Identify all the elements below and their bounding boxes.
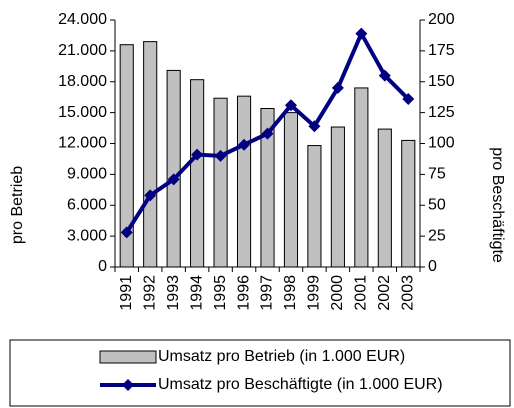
x-tick-label: 1996 xyxy=(235,275,252,311)
legend-marker xyxy=(122,379,134,391)
legend-swatch xyxy=(99,350,157,364)
bar xyxy=(190,79,205,268)
bar xyxy=(354,87,369,268)
y2-tick-label: 150 xyxy=(428,73,455,90)
line-marker xyxy=(355,27,368,40)
y2-tick-label: 175 xyxy=(428,42,455,59)
bar xyxy=(307,145,322,268)
bar xyxy=(213,97,228,268)
y-tick-label: 9.000 xyxy=(67,166,107,183)
x-tick-label: 1992 xyxy=(141,275,158,311)
x-tick-label: 1998 xyxy=(282,275,299,311)
x-tick-label: 1993 xyxy=(165,275,182,311)
y2-tick-label: 50 xyxy=(428,196,446,213)
bar xyxy=(377,128,392,268)
line-marker xyxy=(191,148,204,161)
y2-tick-label: 25 xyxy=(428,227,446,244)
line-marker xyxy=(308,120,321,133)
bar xyxy=(260,108,275,268)
legend-box xyxy=(9,339,511,407)
y-tick-label: 0 xyxy=(98,258,107,275)
bar xyxy=(401,139,416,268)
line-marker xyxy=(238,138,251,151)
x-tick-label: 2000 xyxy=(329,275,346,311)
y2-axis-title: pro Beschäftigte xyxy=(489,147,506,263)
legend-label: Umsatz pro Beschäftigte (in 1.000 EUR) xyxy=(158,376,443,393)
y-axis-title: pro Betrieb xyxy=(9,166,26,244)
y-tick-label: 18.000 xyxy=(58,73,107,90)
y-tick-label: 24.000 xyxy=(58,11,107,28)
y-tick-label: 12.000 xyxy=(58,135,107,152)
bar xyxy=(119,44,134,268)
line-marker xyxy=(284,99,297,112)
x-tick-label: 2002 xyxy=(376,275,393,311)
y-tick-label: 21.000 xyxy=(58,42,107,59)
bar xyxy=(166,69,181,268)
x-tick-label: 1997 xyxy=(259,275,276,311)
y2-tick-label: 75 xyxy=(428,166,446,183)
line-marker xyxy=(144,189,157,202)
x-tick-label: 1995 xyxy=(212,275,229,311)
line-marker xyxy=(167,173,180,186)
y2-tick-label: 100 xyxy=(428,135,455,152)
bar xyxy=(236,95,252,268)
y2-tick-label: 200 xyxy=(428,11,455,28)
y-tick-label: 15.000 xyxy=(58,104,107,121)
line-marker xyxy=(331,81,344,94)
line-marker xyxy=(120,226,133,239)
y-tick-label: 3.000 xyxy=(67,227,107,244)
x-tick-label: 1994 xyxy=(188,275,205,311)
x-tick-label: 1999 xyxy=(306,275,323,311)
bar xyxy=(330,126,345,268)
line-marker xyxy=(261,127,274,140)
x-tick-label: 2001 xyxy=(353,275,370,311)
line-marker xyxy=(378,69,391,82)
line-marker xyxy=(214,149,227,162)
y-tick-label: 6.000 xyxy=(67,196,107,213)
y2-tick-label: 0 xyxy=(428,258,437,275)
bar xyxy=(283,112,299,268)
line-marker xyxy=(402,93,415,106)
x-tick-label: 1991 xyxy=(118,275,135,311)
y2-tick-label: 125 xyxy=(428,104,455,121)
x-tick-label: 2003 xyxy=(399,275,416,311)
bar xyxy=(143,41,158,268)
legend-label: Umsatz pro Betrieb (in 1.000 EUR) xyxy=(158,348,405,365)
